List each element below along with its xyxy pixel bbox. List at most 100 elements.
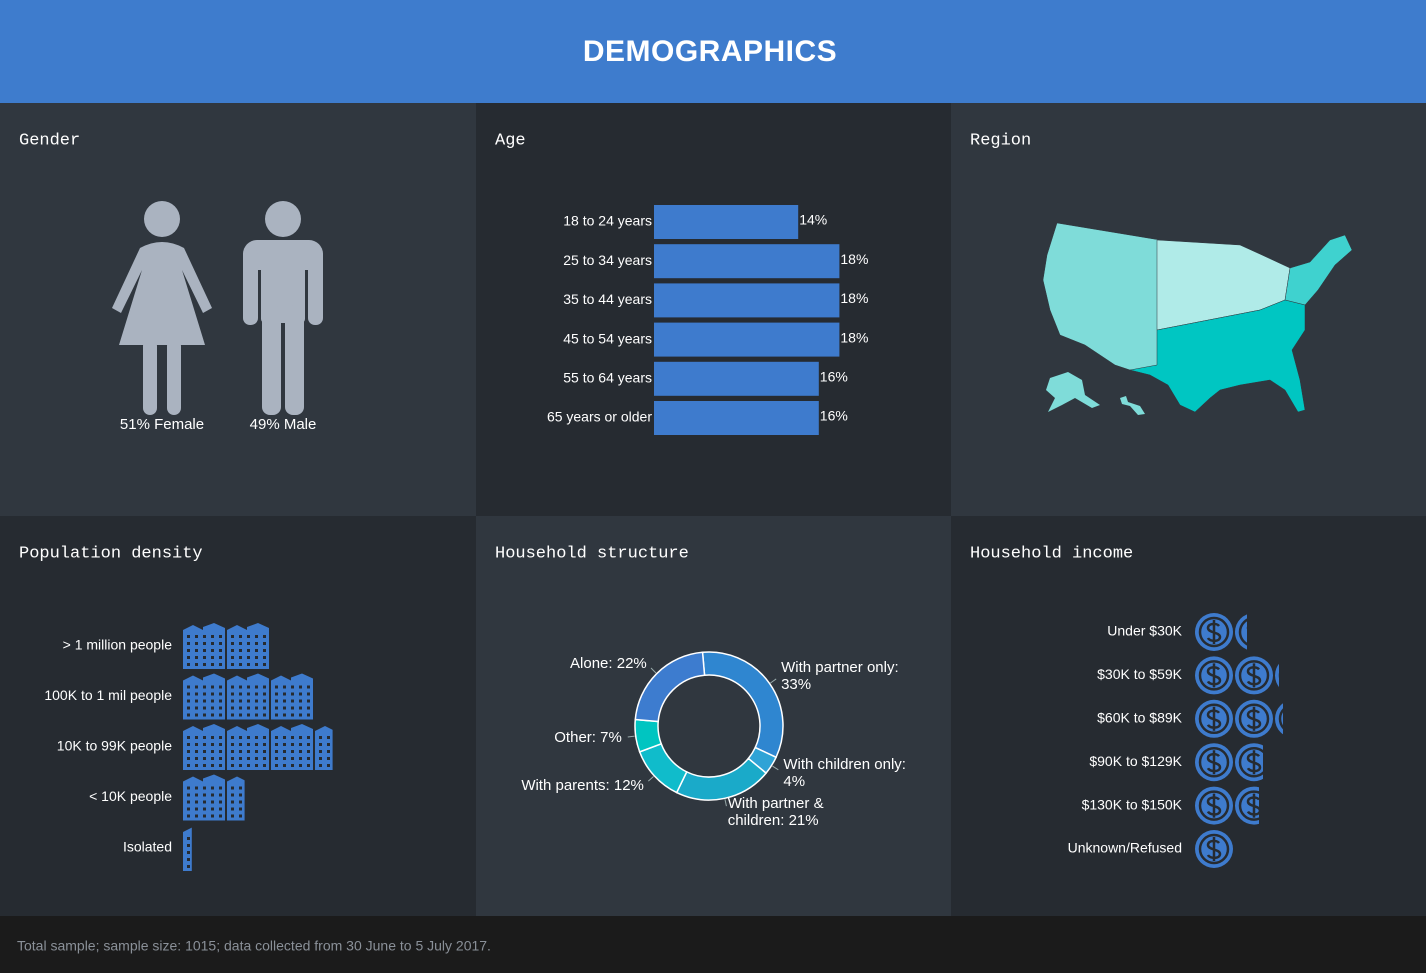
building-window [239, 750, 242, 753]
building-window [187, 793, 190, 797]
building-window [319, 743, 322, 746]
building-window [247, 656, 250, 659]
building-window [211, 800, 214, 804]
building-window [211, 807, 214, 811]
building-window [239, 692, 242, 696]
building-window [263, 743, 266, 746]
building-window [187, 865, 190, 868]
building-window [219, 713, 222, 717]
pictogram-row [1195, 699, 1283, 738]
bar [654, 205, 799, 239]
coin-symbol [1246, 663, 1262, 688]
label-box: With children only: 4% [783, 755, 906, 790]
building-window [211, 814, 214, 818]
building-window [299, 736, 302, 739]
leader-line [770, 678, 777, 684]
building-window [239, 743, 242, 746]
building-window [247, 699, 250, 703]
building-window [275, 699, 278, 703]
building-window [203, 764, 206, 767]
building-window [307, 706, 310, 710]
building-window [195, 800, 198, 804]
map-south [1129, 299, 1306, 413]
building-window [211, 793, 214, 797]
building-window [211, 750, 214, 753]
building-window [231, 649, 234, 652]
building-window [247, 692, 250, 696]
coin-symbol [1246, 793, 1259, 818]
building-window [239, 656, 242, 659]
building-window [299, 685, 302, 689]
building-window [195, 642, 198, 645]
building-window [247, 649, 250, 652]
building-window [219, 699, 222, 703]
header [0, 0, 1426, 103]
building-window [187, 814, 190, 818]
building-window [203, 649, 206, 652]
building-icon [183, 623, 225, 669]
coin-ring [1278, 708, 1283, 730]
building-window [187, 786, 190, 790]
building-window [203, 814, 206, 818]
building-window [291, 743, 294, 746]
building-window [187, 656, 190, 659]
pictogram-row [1195, 743, 1263, 782]
building-window [319, 736, 322, 739]
building-window [263, 736, 266, 739]
building-window [219, 800, 222, 804]
page-title: DEMOGRAPHICS [583, 35, 837, 68]
building-window [187, 649, 190, 652]
building-window [195, 656, 198, 659]
category-label: < 10K people [89, 788, 172, 804]
building-window [307, 699, 310, 703]
value-label: 16% [820, 408, 848, 424]
value-label: With children only: 4% [783, 755, 906, 790]
panel [0, 103, 476, 516]
building-window [275, 743, 278, 746]
building-window [211, 706, 214, 710]
building-window [195, 706, 198, 710]
pictogram-row [183, 623, 269, 669]
coin-symbol [1246, 750, 1262, 775]
building-window [263, 642, 266, 645]
building-window [283, 692, 286, 696]
building-window [195, 757, 198, 760]
map-alaska [1046, 372, 1100, 412]
building-window [275, 713, 278, 717]
category-label: 45 to 54 years [563, 330, 652, 346]
building-window [247, 713, 250, 717]
building-window [263, 656, 266, 659]
building-window [203, 642, 206, 645]
building-window [255, 757, 258, 760]
leader-line [772, 765, 779, 771]
leader-line [724, 799, 727, 807]
category-label: 25 to 34 years [563, 252, 652, 268]
building-window [187, 750, 190, 753]
building-window [187, 800, 190, 804]
leader-line [647, 776, 654, 782]
building-icon [271, 673, 313, 720]
building-window [219, 807, 222, 811]
building-window [211, 736, 214, 739]
building-window [195, 793, 198, 797]
pictogram-row [1195, 786, 1259, 825]
coin-ring [1238, 660, 1270, 691]
building-window [203, 736, 206, 739]
building-window [231, 663, 234, 666]
building-window [247, 635, 250, 638]
pictogram-row [183, 673, 313, 720]
building-window [299, 743, 302, 746]
building-window [255, 743, 258, 746]
building-window [239, 814, 242, 818]
building-window [275, 757, 278, 760]
pictogram-row [183, 724, 333, 770]
building-window [247, 764, 250, 767]
building-window [239, 706, 242, 710]
building-window [219, 642, 222, 645]
building-window [307, 713, 310, 717]
building-window [239, 800, 242, 804]
building-window [219, 764, 222, 767]
building-window [211, 642, 214, 645]
building-window [291, 757, 294, 760]
